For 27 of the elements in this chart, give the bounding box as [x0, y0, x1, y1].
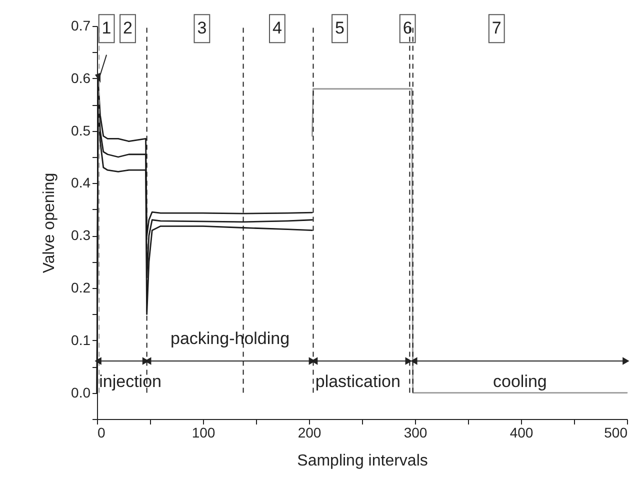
annotation: injection — [99, 372, 162, 391]
x-tick-label: 500 — [604, 424, 628, 440]
x-tick-label: 0 — [98, 424, 106, 440]
annotation: cooling — [493, 372, 547, 391]
x-axis-title: Sampling intervals — [297, 452, 428, 470]
y-tick-label: 0.5 — [71, 122, 91, 138]
y-tick-label: 0.1 — [71, 332, 91, 348]
y-tick-label: 0.3 — [71, 227, 91, 244]
y-axis-title: Valve opening — [41, 172, 58, 274]
x-tick-label: 200 — [298, 424, 322, 440]
annotation: 2 — [123, 18, 132, 38]
y-tick-label: 0.2 — [71, 280, 91, 296]
x-tick-label: 300 — [404, 424, 428, 440]
y-tick-label: 0.7 — [71, 18, 91, 34]
annotation: packing-holding — [170, 329, 290, 348]
y-tick-label: 0.6 — [71, 70, 91, 86]
annotation: 4 — [272, 18, 282, 38]
annotation: 3 — [197, 18, 207, 38]
annotation: plastication — [315, 372, 400, 391]
annotation: 7 — [492, 18, 502, 38]
annotation: 1 — [102, 18, 112, 38]
annotation: 5 — [335, 18, 344, 38]
x-tick-label: 100 — [192, 424, 216, 440]
y-tick-label: 0.0 — [71, 384, 91, 400]
x-tick-label: 400 — [510, 424, 534, 440]
y-tick-label: 0.4 — [71, 174, 91, 191]
annotation: 6 — [402, 18, 412, 38]
